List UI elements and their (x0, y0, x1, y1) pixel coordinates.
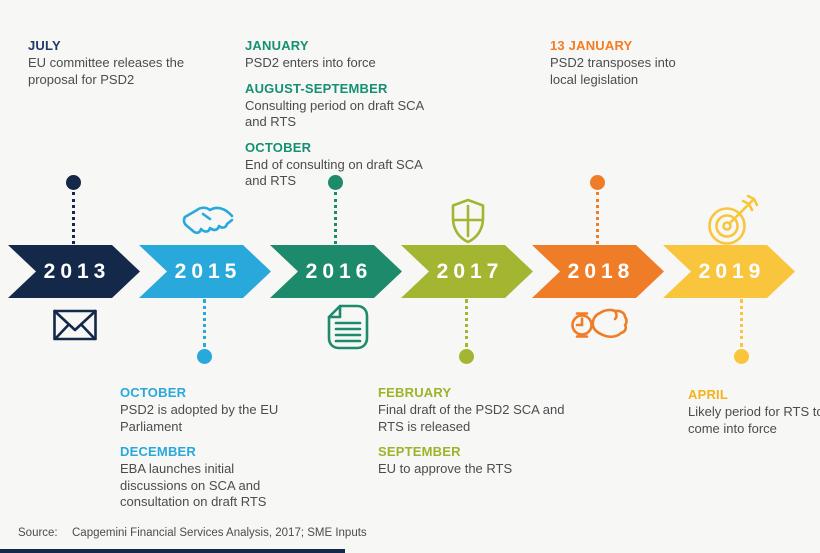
dotted-connector-2013 (72, 192, 75, 244)
annotation-text: PSD2 enters into force (245, 55, 376, 70)
annotation-date: SEPTEMBER (378, 444, 461, 459)
footer-accent-bar (0, 549, 345, 553)
timeline-arrow-2013: 2013 (8, 245, 140, 298)
year-label: 2013 (43, 259, 111, 283)
annotation-text: EU to approve the RTS (378, 461, 513, 476)
annotation-text: End of consulting on draft SCA and RTS (245, 156, 423, 189)
annotation-text: Final draft of the PSD2 SCA and RTS is r… (378, 402, 565, 434)
timeline-dot-2018 (590, 175, 605, 190)
annotation-date: JULY (28, 38, 61, 53)
shield-cross-icon (447, 197, 489, 245)
timeline-arrow-2017: 2017 (401, 245, 533, 298)
annotation-date: OCTOBER (120, 385, 187, 400)
annotation-bottom-2019: APRIL Likely period for RTS to come into… (688, 387, 820, 446)
year-label: 2015 (174, 259, 242, 283)
dotted-connector-2015 (203, 299, 206, 347)
annotation-date: JANUARY (245, 38, 309, 53)
annotation-top-2016: JANUARY PSD2 enters into force AUGUST-SE… (245, 38, 445, 199)
annotation-date: DECEMBER (120, 444, 196, 459)
handshake-icon (179, 200, 235, 244)
annotation-text: Likely period for RTS to come into force (688, 404, 820, 436)
timeline-arrow-2019: 2019 (663, 245, 795, 298)
annotation-top-2018: 13 JANUARY PSD2 transposes into local le… (550, 38, 700, 97)
timeline-dot-2016 (328, 175, 343, 190)
year-label: 2017 (436, 259, 504, 283)
annotation-date: OCTOBER (245, 139, 312, 155)
annotation-date: AUGUST-SEPTEMBER (245, 80, 388, 96)
source-label: Source: (18, 527, 58, 539)
dotted-connector-2019 (740, 299, 743, 347)
annotation-text: PSD2 transposes into local legislation (550, 55, 676, 87)
source-row: Source: Capgemini Financial Services Ana… (18, 527, 367, 539)
annotation-text: PSD2 is adopted by the EU Parliament (120, 402, 279, 434)
annotation-date: FEBRUARY (378, 385, 452, 400)
annotation-top-2013: JULY EU committee releases the proposal … (28, 38, 188, 97)
document-icon (324, 302, 370, 352)
envelope-icon (52, 305, 98, 345)
timeline-dot-2015 (197, 349, 212, 364)
target-arrow-icon (704, 193, 758, 249)
timeline-arrow-2018: 2018 (532, 245, 664, 298)
timeline-dot-2019 (734, 349, 749, 364)
annotation-date: APRIL (688, 387, 728, 402)
annotation-text: EBA launches initial discussions on SCA … (120, 461, 267, 509)
timeline-arrow-2016: 2016 (270, 245, 402, 298)
year-label: 2019 (698, 259, 766, 283)
annotation-bottom-2017: FEBRUARY Final draft of the PSD2 SCA and… (378, 385, 588, 487)
year-label: 2016 (305, 259, 373, 283)
annotation-text: EU committee releases the proposal for P… (28, 55, 185, 87)
dotted-connector-2018 (596, 192, 599, 244)
dotted-connector-2017 (465, 299, 468, 347)
annotation-bottom-2015: OCTOBER PSD2 is adopted by the EU Parlia… (120, 385, 295, 520)
annotation-date: 13 JANUARY (550, 38, 633, 53)
timeline-dot-2017 (459, 349, 474, 364)
wristwatch-fist-icon (567, 301, 629, 347)
source-text: Capgemini Financial Services Analysis, 2… (72, 527, 367, 539)
year-label: 2018 (567, 259, 635, 283)
annotation-text: Consulting period on draft SCA and RTS (245, 97, 424, 130)
timeline-arrow-2015: 2015 (139, 245, 271, 298)
timeline-dot-2013 (66, 175, 81, 190)
dotted-connector-2016 (334, 192, 337, 244)
